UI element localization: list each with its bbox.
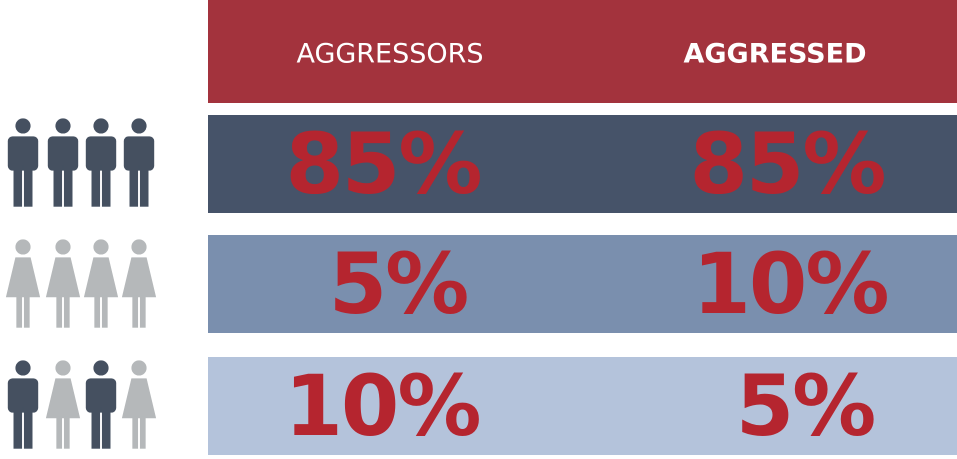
percent: 85% [689, 115, 884, 213]
men-icons [7, 118, 155, 207]
header-band [208, 0, 957, 103]
row-band [208, 235, 957, 333]
column-header: AGGRESSORS [296, 39, 483, 70]
column-header: AGGRESSED [684, 39, 867, 70]
percent: 10% [692, 235, 887, 333]
mixed-icons [7, 360, 157, 449]
women-icons [5, 239, 157, 328]
row-band [208, 357, 957, 455]
percent: 10% [284, 357, 479, 455]
percent: 85% [285, 115, 480, 213]
percent: 5% [329, 235, 468, 333]
percent: 5% [736, 357, 875, 455]
row-band [208, 115, 957, 213]
